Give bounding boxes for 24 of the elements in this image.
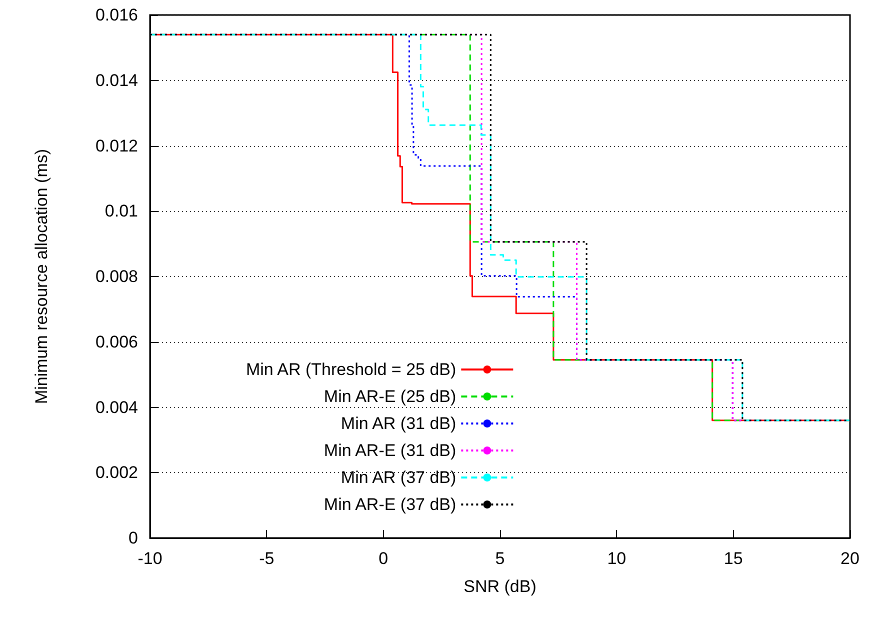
x-tick-label: -5 bbox=[259, 549, 274, 568]
legend-label: Min AR-E (31 dB) bbox=[324, 441, 456, 460]
x-tick-label: -10 bbox=[138, 549, 162, 568]
y-axis-title: Minimum resource allocation (ms) bbox=[32, 148, 51, 404]
x-axis-title: SNR (dB) bbox=[464, 577, 536, 596]
y-tick-label: 0.002 bbox=[95, 463, 138, 482]
legend-label: Min AR-E (25 dB) bbox=[324, 387, 456, 406]
x-tick-label: 10 bbox=[607, 549, 626, 568]
y-tick-label: 0.014 bbox=[95, 70, 138, 90]
y-tick-label: 0.012 bbox=[95, 136, 138, 156]
y-tick-label: 0 bbox=[128, 528, 138, 548]
y-tick-label: 0.01 bbox=[104, 202, 138, 221]
y-tick-label: 0.016 bbox=[95, 6, 138, 24]
x-tick-label: 20 bbox=[840, 549, 860, 568]
x-tick-label: 15 bbox=[724, 549, 743, 568]
x-tick-label: 5 bbox=[495, 549, 505, 568]
y-tick-label: 0.006 bbox=[95, 332, 138, 352]
legend-label: Min AR (31 dB) bbox=[340, 414, 456, 433]
y-tick-label: 0.004 bbox=[95, 398, 138, 417]
legend-label: Min AR-E (37 dB) bbox=[324, 495, 456, 514]
legend-label: Min AR (37 dB) bbox=[340, 468, 456, 487]
y-tick-label: 0.008 bbox=[95, 267, 138, 286]
x-tick-label: 0 bbox=[378, 549, 388, 568]
legend-label: Min AR (Threshold = 25 dB) bbox=[246, 360, 456, 379]
